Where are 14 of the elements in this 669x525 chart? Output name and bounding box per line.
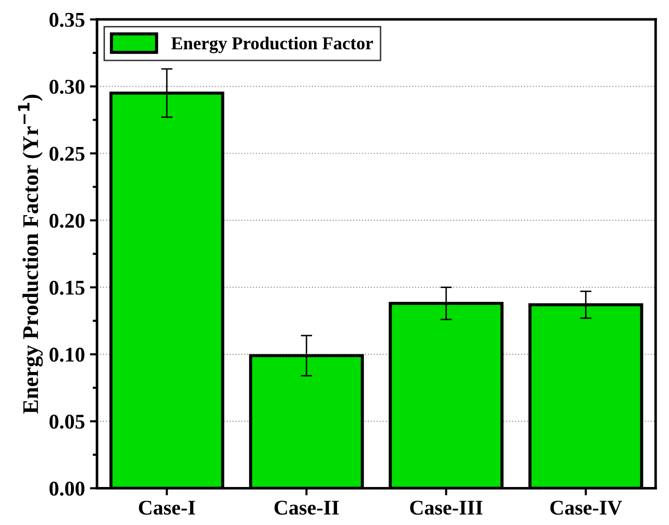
x-tick-label: Case-IV bbox=[550, 500, 622, 515]
y-tick-label: 0.25 bbox=[50, 146, 84, 161]
y-tick-label: 0.15 bbox=[50, 280, 84, 295]
y-tick-label: 0.00 bbox=[50, 482, 84, 496]
x-tick-label: Case-III bbox=[410, 500, 482, 515]
y-tick-label: 0.30 bbox=[50, 80, 84, 94]
x-tick-label: Case-II bbox=[274, 500, 339, 515]
x-tick-label: Case-I bbox=[138, 500, 196, 515]
y-tick-label: 0.35 bbox=[50, 12, 84, 27]
legend-label: Energy Production Factor bbox=[171, 36, 373, 54]
y-tick-label: 0.05 bbox=[50, 414, 84, 429]
y-tick-label: 0.10 bbox=[50, 348, 84, 362]
y-tick-label: 0.20 bbox=[50, 214, 84, 228]
y-axis-title: Energy Production Factor (Yr$^{−1}$) bbox=[18, 94, 43, 414]
